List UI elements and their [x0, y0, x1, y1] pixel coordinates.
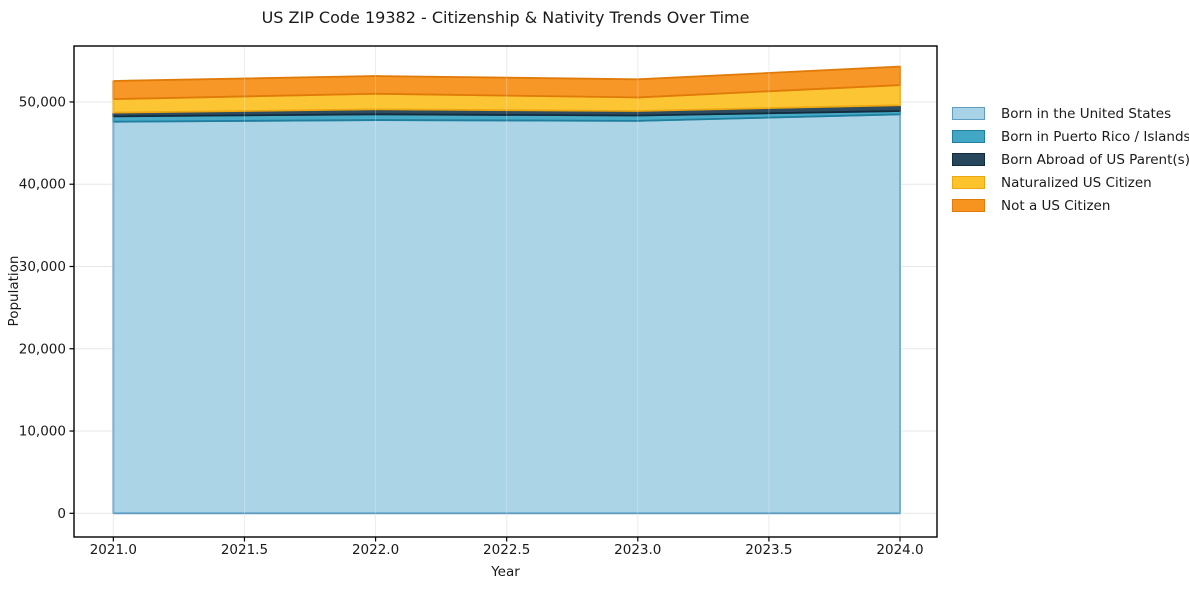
x-tick-label: 2023.0: [614, 542, 661, 558]
y-tick-label: 30,000: [19, 259, 66, 275]
plot-frame: [73, 45, 938, 538]
legend-label: Born Abroad of US Parent(s): [1001, 151, 1189, 168]
chart-title: US ZIP Code 19382 - Citizenship & Nativi…: [261, 8, 750, 27]
legend-item-born-abroad: Born Abroad of US Parent(s): [952, 151, 1189, 168]
x-axis-label: Year: [491, 564, 520, 580]
x-tick-label: 2021.5: [221, 542, 268, 558]
legend-label: Born in Puerto Rico / Islands: [1001, 128, 1189, 145]
legend-item-not-citizen: Not a US Citizen: [952, 197, 1189, 214]
y-tick-label: 20,000: [19, 341, 66, 357]
x-tick-label: 2023.5: [745, 542, 792, 558]
legend-swatch-not-citizen: [952, 199, 985, 212]
x-tick-label: 2022.5: [483, 542, 530, 558]
y-tick-label: 0: [57, 506, 66, 522]
legend-item-born-in-us: Born in the United States: [952, 105, 1189, 122]
y-tick-label: 40,000: [19, 177, 66, 193]
legend-swatch-born-abroad: [952, 153, 985, 166]
legend-item-naturalized: Naturalized US Citizen: [952, 174, 1189, 191]
legend-label: Naturalized US Citizen: [1001, 174, 1152, 191]
area-not-citizen: [112, 65, 901, 100]
legend-label: Not a US Citizen: [1001, 197, 1111, 214]
y-axis-label: Population: [6, 255, 22, 327]
x-tick-label: 2024.0: [876, 542, 923, 558]
legend-swatch-born-in-us: [952, 107, 985, 120]
x-tick-label: 2022.0: [352, 542, 399, 558]
x-tick-label: 2021.0: [90, 542, 137, 558]
legend-item-born-pr-islands: Born in Puerto Rico / Islands: [952, 128, 1189, 145]
y-tick-label: 50,000: [19, 94, 66, 110]
legend-swatch-naturalized: [952, 176, 985, 189]
y-tick-label: 10,000: [19, 424, 66, 440]
legend: Born in the United States Born in Puerto …: [952, 105, 1189, 222]
legend-swatch-born-pr-islands: [952, 130, 985, 143]
legend-label: Born in the United States: [1001, 105, 1172, 122]
